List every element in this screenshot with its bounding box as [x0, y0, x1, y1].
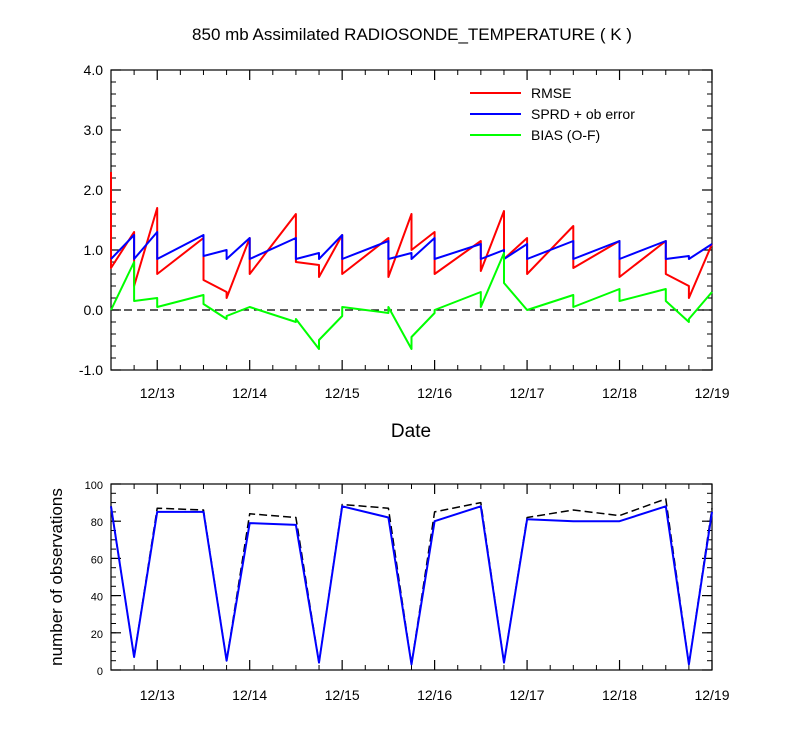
x-tick-label: 12/16 [417, 687, 452, 703]
series-line-sprd-ob-error [110, 231, 713, 260]
y-tick-label: -1.0 [79, 362, 103, 378]
y-tick-label: 0 [97, 666, 103, 678]
y-tick-label: 40 [91, 592, 103, 604]
chart-title: 850 mb Assimilated RADIOSONDE_TEMPERATUR… [192, 25, 632, 44]
y-tick-label: 1.0 [84, 242, 104, 258]
x-tick-label: 12/16 [417, 385, 452, 401]
y-tick-label: 0.0 [84, 302, 104, 318]
x-tick-label: 12/19 [694, 687, 729, 703]
y-tick-label: 20 [91, 629, 103, 641]
x-tick-label: 12/18 [602, 687, 637, 703]
series-line-bias-o-f [110, 252, 713, 350]
top-axes: 12/13 12/14 12/15 12/16 12/17 12/18 12/19 -1.0 0… [79, 62, 730, 401]
x-tick-label: 12/19 [694, 385, 729, 401]
y-tick-label: 3.0 [84, 122, 104, 138]
y-tick-label: 80 [91, 517, 103, 529]
series-line-assimilated [110, 505, 713, 666]
y-tick-label: 100 [85, 480, 103, 492]
y-tick-label: 2.0 [84, 182, 104, 198]
top-panel: 850 mb Assimilated RADIOSONDE_TEMPERATUR… [79, 25, 730, 442]
x-tick-label: 12/13 [140, 385, 175, 401]
bottom-series-group [110, 498, 713, 666]
legend-label: BIAS (O-F) [531, 127, 600, 143]
x-tick-label: 12/18 [602, 385, 637, 401]
x-tick-label: 12/15 [325, 385, 360, 401]
top-series-group [110, 172, 713, 350]
series-line-rmse [110, 172, 713, 299]
x-axis-label: Date [391, 421, 431, 442]
x-tick-label: 12/14 [232, 687, 267, 703]
y-tick-label: 60 [91, 554, 103, 566]
legend: RMSE SPRD + ob error BIAS (O-F) [470, 85, 635, 143]
legend-label: SPRD + ob error [531, 106, 635, 122]
x-tick-label: 12/13 [140, 687, 175, 703]
x-tick-label: 12/14 [232, 385, 267, 401]
legend-label: RMSE [531, 85, 571, 101]
series-line-total [110, 498, 713, 666]
x-tick-label: 12/17 [510, 385, 545, 401]
y-tick-label: 4.0 [84, 62, 104, 78]
x-tick-label: 12/15 [325, 687, 360, 703]
bottom-axes: 12/13 12/14 12/15 12/16 12/17 12/18 12/19 0 20 40… [85, 480, 730, 703]
bottom-panel: 12/13 12/14 12/15 12/16 12/17 12/18 12/19 0 20 40… [47, 480, 730, 703]
y-axis-label: number of observations [47, 488, 66, 666]
x-tick-label: 12/17 [510, 687, 545, 703]
